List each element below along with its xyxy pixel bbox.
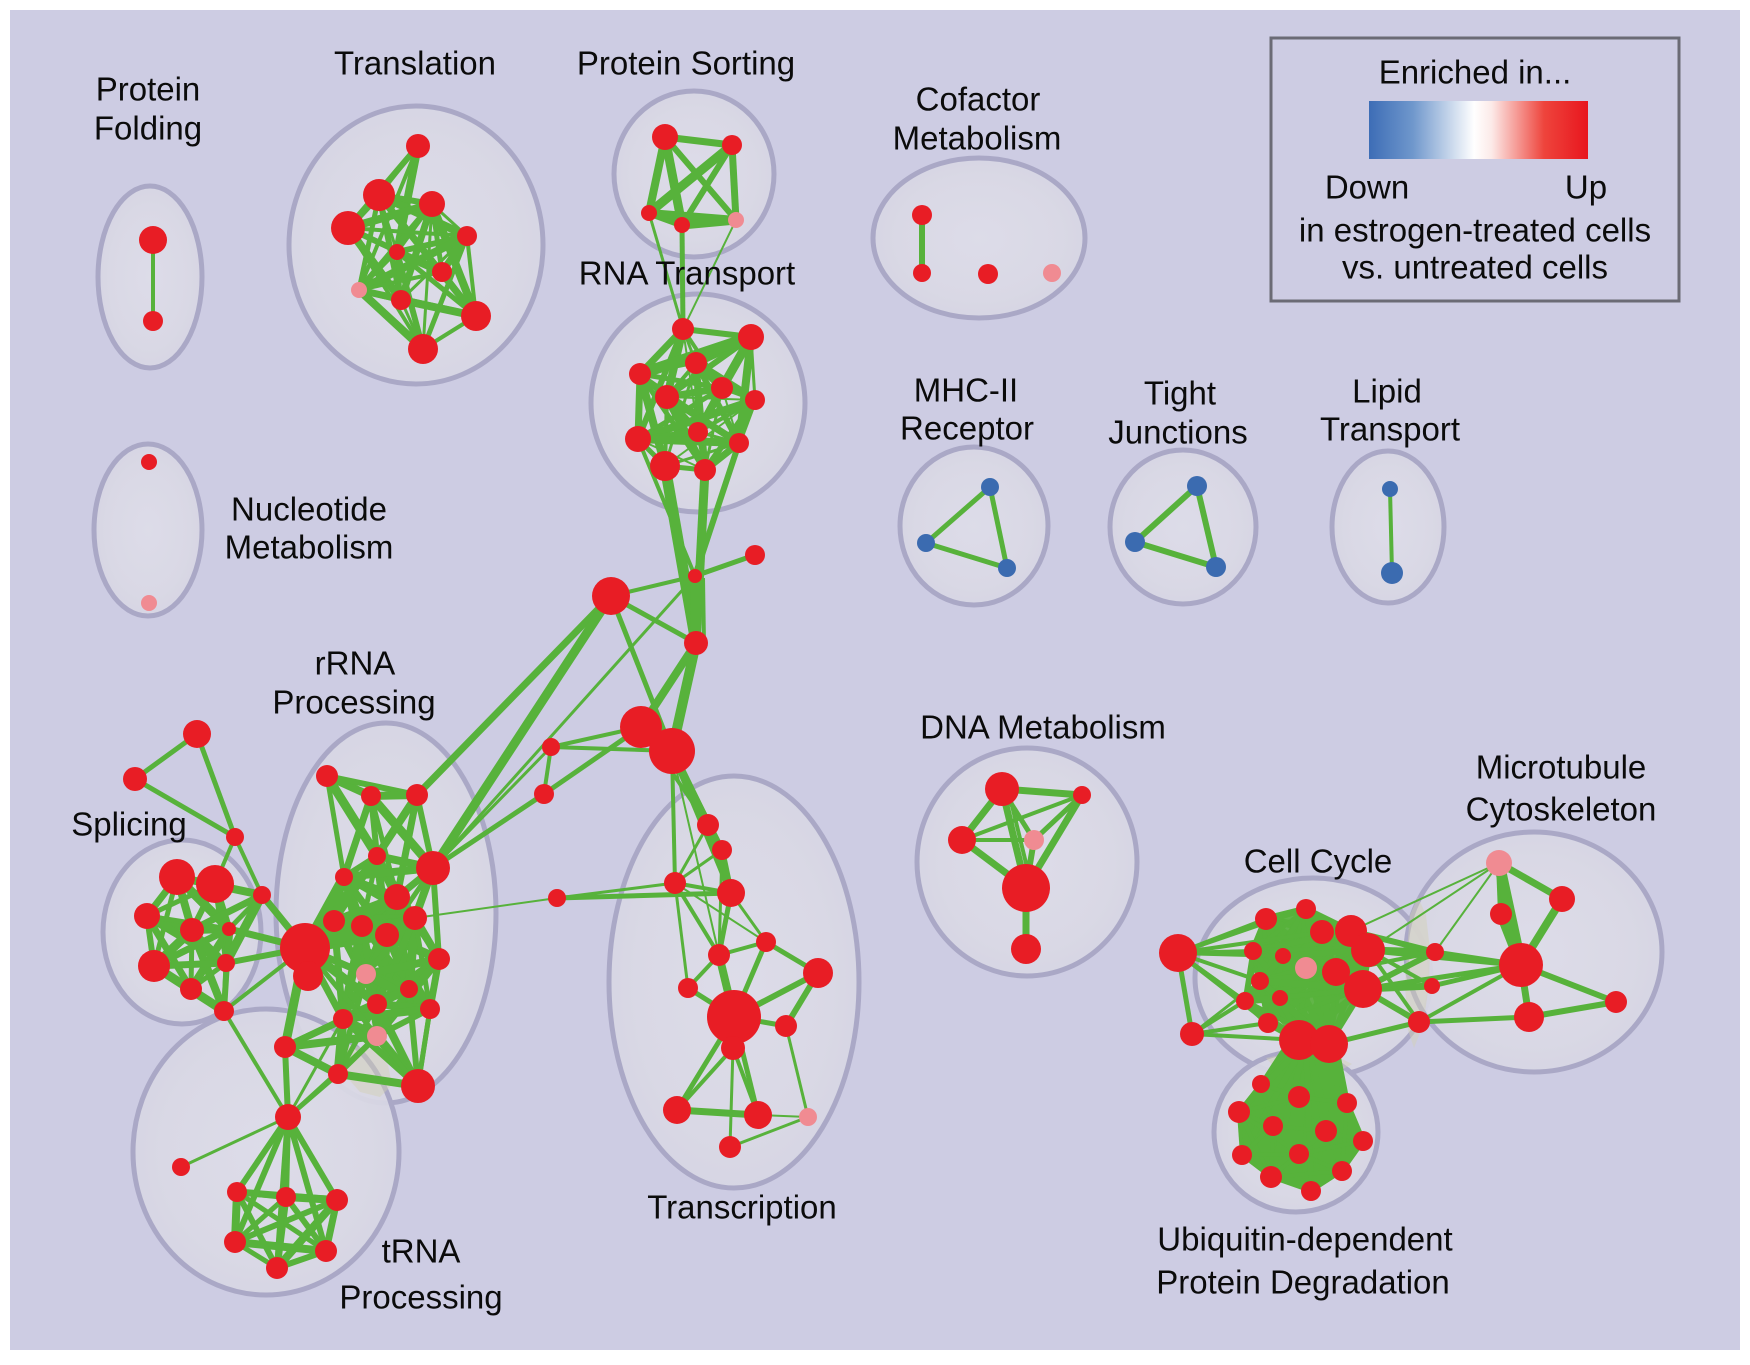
svg-text:MHC-II: MHC-II xyxy=(914,372,1018,409)
svg-text:Junctions: Junctions xyxy=(1108,414,1247,451)
svg-text:in estrogen-treated cells: in estrogen-treated cells xyxy=(1299,212,1651,249)
svg-text:vs. untreated cells: vs. untreated cells xyxy=(1342,249,1608,286)
svg-text:Nucleotide: Nucleotide xyxy=(231,491,387,528)
svg-text:Receptor: Receptor xyxy=(900,410,1034,447)
svg-text:Transcription: Transcription xyxy=(647,1189,837,1226)
svg-text:rRNA: rRNA xyxy=(315,645,396,682)
svg-text:Lipid: Lipid xyxy=(1352,373,1422,410)
svg-text:Tight: Tight xyxy=(1144,375,1216,412)
svg-text:DNA Metabolism: DNA Metabolism xyxy=(920,709,1166,746)
svg-text:Cytoskeleton: Cytoskeleton xyxy=(1466,791,1657,828)
svg-text:Metabolism: Metabolism xyxy=(225,529,394,566)
svg-text:Cell Cycle: Cell Cycle xyxy=(1244,843,1393,880)
svg-text:Protein: Protein xyxy=(96,71,201,108)
svg-text:Protein Sorting: Protein Sorting xyxy=(577,45,795,82)
svg-text:Folding: Folding xyxy=(94,110,202,147)
svg-text:Microtubule: Microtubule xyxy=(1476,749,1647,786)
svg-text:Cofactor: Cofactor xyxy=(916,81,1041,118)
svg-text:tRNA: tRNA xyxy=(382,1233,461,1270)
svg-text:Splicing: Splicing xyxy=(71,806,187,843)
svg-text:Ubiquitin-dependent: Ubiquitin-dependent xyxy=(1157,1221,1452,1258)
svg-text:Transport: Transport xyxy=(1320,411,1460,448)
svg-text:Translation: Translation xyxy=(334,45,496,82)
svg-text:Protein Degradation: Protein Degradation xyxy=(1156,1264,1450,1301)
svg-text:RNA Transport: RNA Transport xyxy=(579,255,795,292)
svg-text:Down: Down xyxy=(1325,169,1409,206)
svg-text:Processing: Processing xyxy=(272,684,435,721)
svg-text:Enriched in...: Enriched in... xyxy=(1379,54,1572,91)
svg-text:Metabolism: Metabolism xyxy=(893,120,1062,157)
svg-text:Processing: Processing xyxy=(339,1279,502,1316)
svg-text:Up: Up xyxy=(1565,169,1607,206)
